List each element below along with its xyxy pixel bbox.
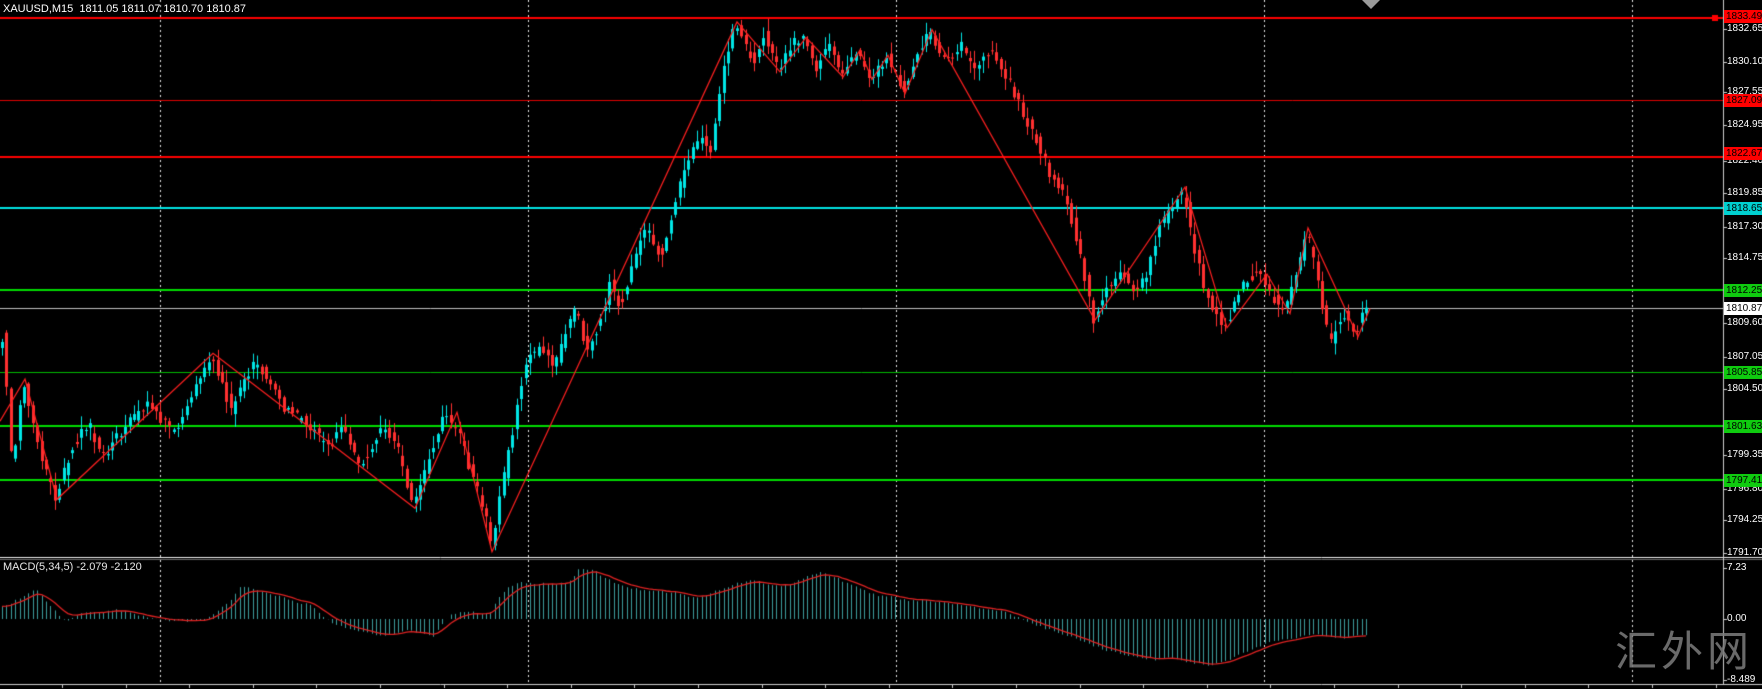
price-tick-label: 1809.60	[1727, 317, 1762, 328]
price-level-badge: 1810.87	[1724, 301, 1762, 315]
price-level-badge: 1827.09	[1724, 93, 1762, 107]
price-tick-label: 1819.85	[1727, 187, 1762, 198]
price-tick-label: 1817.30	[1727, 221, 1762, 232]
price-level-badge: 1801.63	[1724, 419, 1762, 433]
macd-tick-label: 0.00	[1727, 613, 1747, 624]
price-tick-label: 1832.65	[1727, 23, 1762, 34]
price-tick-label: 1804.50	[1727, 383, 1762, 394]
price-level-badge: 1822.67	[1724, 146, 1762, 160]
price-level-badge: 1797.41	[1724, 473, 1762, 487]
price-tick-label: 1830.10	[1727, 56, 1762, 67]
macd-tick-label: 7.23	[1727, 562, 1747, 573]
price-tick-label: 1799.35	[1727, 449, 1762, 460]
price-tick-label: 1796.80	[1727, 483, 1762, 494]
price-level-badge: 1818.65	[1724, 201, 1762, 215]
chart-shift-marker-icon[interactable]	[1362, 0, 1380, 9]
price-tick-label: 1807.05	[1727, 351, 1762, 362]
watermark-text: 汇外网	[1614, 628, 1753, 675]
price-tick-label: 1827.55	[1727, 86, 1762, 97]
price-level-badge: 1812.25	[1724, 283, 1762, 297]
price-level-badge: 1833.49	[1724, 9, 1762, 23]
price-tick-label: 1814.75	[1727, 252, 1762, 263]
price-tick-label: 1794.25	[1727, 514, 1762, 525]
symbol-ohlc-label: XAUUSD,M15 1811.05 1811.07 1810.70 1810.…	[3, 3, 246, 15]
macd-tick-label: -8.489	[1727, 674, 1756, 685]
price-tick-label: 1822.40	[1727, 155, 1762, 166]
price-tick-label: 1791.70	[1727, 547, 1762, 558]
price-tick-label: 1824.95	[1727, 119, 1762, 130]
price-level-badge: 1805.85	[1724, 365, 1762, 379]
macd-indicator-label: MACD(5,34,5) -2.079 -2.120	[3, 561, 142, 573]
